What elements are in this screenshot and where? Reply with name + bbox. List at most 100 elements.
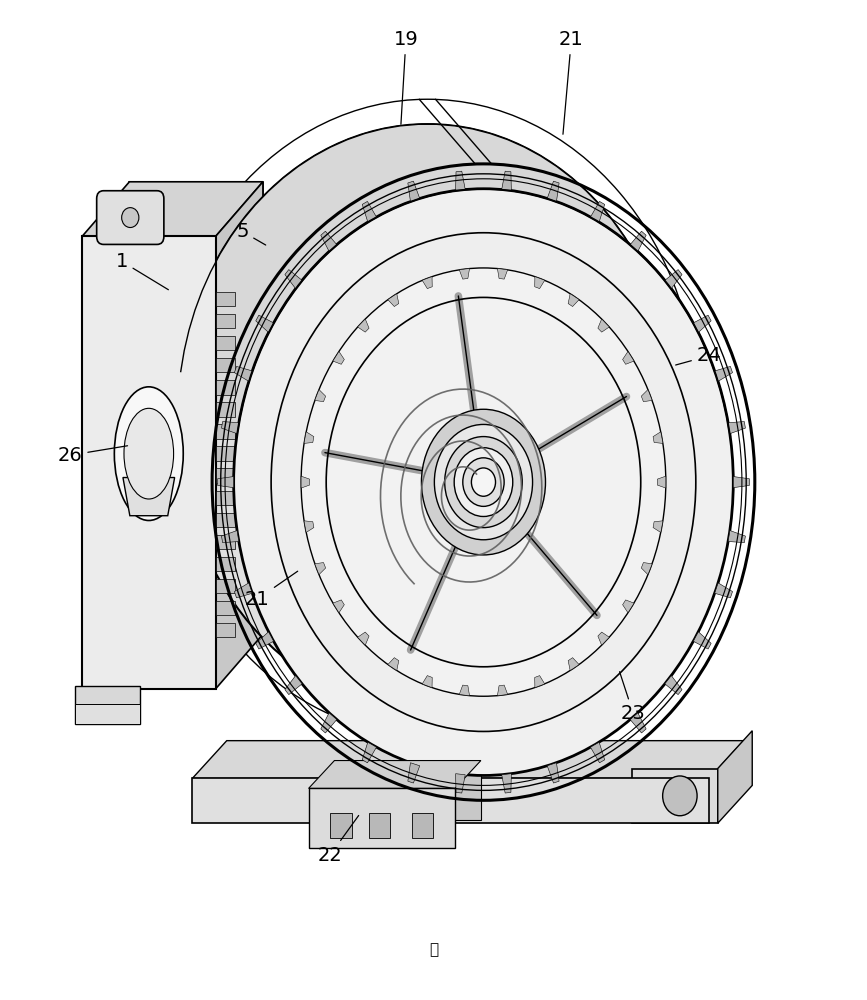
Polygon shape — [357, 319, 369, 332]
Text: 5: 5 — [236, 222, 265, 245]
Polygon shape — [598, 632, 610, 645]
Bar — [330, 813, 352, 838]
Polygon shape — [630, 231, 646, 251]
Polygon shape — [714, 583, 733, 598]
Bar — [216, 314, 234, 328]
Polygon shape — [335, 761, 481, 820]
Polygon shape — [362, 201, 376, 222]
FancyBboxPatch shape — [97, 191, 164, 244]
Polygon shape — [256, 632, 274, 649]
Bar — [216, 557, 234, 571]
Polygon shape — [216, 182, 263, 689]
Polygon shape — [304, 432, 314, 443]
Polygon shape — [304, 521, 314, 532]
Polygon shape — [657, 476, 666, 488]
Text: 23: 23 — [620, 672, 646, 723]
Ellipse shape — [301, 268, 666, 696]
Polygon shape — [123, 478, 174, 516]
Text: 21: 21 — [559, 30, 583, 134]
Text: 1: 1 — [115, 252, 168, 290]
Polygon shape — [642, 563, 652, 575]
Polygon shape — [315, 390, 326, 402]
Polygon shape — [460, 268, 470, 279]
Polygon shape — [456, 171, 466, 191]
Polygon shape — [665, 270, 682, 289]
Polygon shape — [129, 182, 263, 634]
Polygon shape — [285, 270, 302, 289]
Polygon shape — [407, 181, 420, 201]
Ellipse shape — [114, 387, 183, 520]
Polygon shape — [502, 171, 512, 191]
Polygon shape — [333, 351, 344, 364]
Bar — [216, 380, 234, 395]
Polygon shape — [733, 477, 749, 488]
Polygon shape — [590, 742, 604, 763]
Ellipse shape — [445, 437, 522, 528]
Text: 22: 22 — [317, 816, 359, 865]
Polygon shape — [222, 422, 238, 434]
Ellipse shape — [463, 458, 504, 506]
Polygon shape — [407, 763, 420, 783]
Polygon shape — [498, 268, 508, 279]
Bar — [216, 601, 234, 615]
Polygon shape — [227, 741, 744, 785]
Polygon shape — [498, 685, 508, 696]
Polygon shape — [694, 315, 711, 332]
Bar — [216, 446, 234, 461]
Polygon shape — [362, 742, 376, 763]
Polygon shape — [309, 761, 481, 788]
Polygon shape — [82, 182, 263, 236]
Bar — [216, 358, 234, 372]
Polygon shape — [218, 477, 233, 488]
Polygon shape — [547, 763, 559, 783]
Bar — [216, 468, 234, 483]
Polygon shape — [180, 124, 730, 436]
Polygon shape — [568, 294, 579, 307]
Ellipse shape — [421, 409, 545, 555]
Polygon shape — [301, 476, 310, 488]
Bar — [216, 491, 234, 505]
Polygon shape — [357, 632, 369, 645]
Bar — [216, 579, 234, 593]
Polygon shape — [285, 676, 302, 695]
Circle shape — [662, 776, 697, 816]
Bar — [192, 778, 709, 823]
Polygon shape — [632, 768, 718, 823]
Polygon shape — [653, 521, 663, 532]
Polygon shape — [234, 366, 252, 381]
Ellipse shape — [178, 124, 677, 711]
Polygon shape — [82, 236, 216, 689]
Polygon shape — [718, 731, 753, 823]
Polygon shape — [222, 531, 238, 543]
Bar — [216, 513, 234, 527]
Polygon shape — [547, 181, 559, 201]
Polygon shape — [256, 315, 274, 332]
Polygon shape — [728, 422, 746, 434]
Polygon shape — [653, 432, 663, 443]
Ellipse shape — [454, 448, 512, 516]
Bar — [75, 704, 140, 724]
Polygon shape — [456, 774, 466, 793]
Ellipse shape — [434, 424, 532, 540]
Polygon shape — [460, 685, 470, 696]
Polygon shape — [642, 390, 652, 402]
Polygon shape — [321, 713, 336, 733]
Polygon shape — [502, 774, 512, 793]
Text: 21: 21 — [244, 571, 297, 609]
Polygon shape — [623, 600, 634, 613]
Polygon shape — [728, 531, 746, 543]
Bar — [216, 402, 234, 417]
Polygon shape — [535, 277, 544, 289]
Text: 26: 26 — [57, 446, 127, 465]
Circle shape — [121, 208, 139, 228]
Polygon shape — [388, 658, 399, 671]
Polygon shape — [568, 658, 579, 671]
Polygon shape — [714, 366, 733, 381]
Polygon shape — [694, 632, 711, 649]
Bar — [216, 424, 234, 439]
Ellipse shape — [271, 233, 696, 731]
Text: 24: 24 — [675, 346, 721, 365]
Ellipse shape — [472, 468, 496, 496]
Polygon shape — [665, 676, 682, 695]
Polygon shape — [234, 583, 252, 598]
